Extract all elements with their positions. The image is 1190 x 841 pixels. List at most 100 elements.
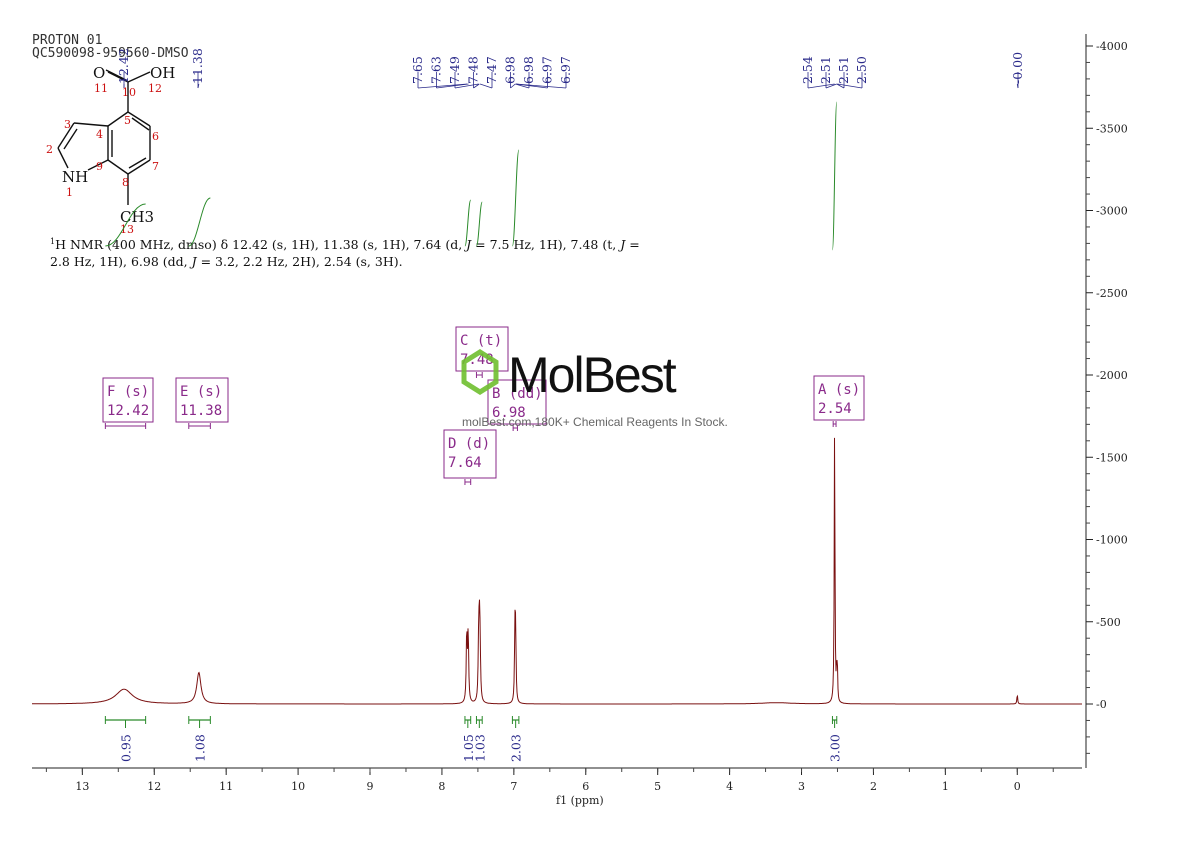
integral-value: 2.03	[509, 734, 524, 762]
nmr-description-line-1: 1H NMR (400 MHz, dmso) δ 12.42 (s, 1H), …	[50, 237, 640, 252]
peak-label-connector	[436, 83, 469, 89]
peak-label: 7.63	[429, 56, 444, 84]
x-tick-label: 9	[367, 780, 374, 793]
integral-value: 1.05	[461, 734, 476, 762]
nmr-description-line-2: 2.8 Hz, 1H), 6.98 (dd, J = 3.2, 2.2 Hz, …	[50, 254, 403, 269]
atom-number: 5	[124, 114, 131, 127]
atom-number: 10	[122, 86, 136, 99]
x-tick-label: 8	[438, 780, 445, 793]
nmr-text-part: 2.8 Hz, 1H), 6.98 (dd,	[50, 254, 192, 269]
atom-number: 2	[46, 143, 53, 156]
multiplet-id: D (d)	[448, 436, 490, 452]
integral-curve	[464, 199, 472, 247]
x-tick-label: 11	[219, 780, 233, 793]
multiplet-id: C (t)	[460, 333, 502, 349]
peak-label-connector	[479, 83, 493, 89]
atom-number: 1	[66, 186, 73, 199]
peak-label-connector	[807, 83, 835, 89]
nmr-text-part: = 7.5 Hz, 1H), 7.48 (t,	[471, 237, 620, 252]
x-tick-label: 0	[1014, 780, 1021, 793]
peak-label-connector	[515, 83, 567, 89]
y-tick-label: -500	[1096, 616, 1121, 629]
multiplet-shift: 11.38	[180, 403, 222, 419]
nmr-text-part: J	[189, 254, 198, 269]
y-tick-label: -1000	[1096, 534, 1128, 547]
atom-number: 6	[152, 130, 159, 143]
multiplet-id: B (dd)	[492, 386, 543, 402]
atom-label-ch3: CH3	[120, 208, 154, 226]
peak-label: 2.51	[836, 56, 851, 84]
spectrum-line	[32, 437, 1082, 705]
multiplet-id: E (s)	[180, 384, 222, 400]
x-tick-label: 2	[870, 780, 877, 793]
atom-label-oh: OH	[150, 64, 175, 82]
nmr-text-part: J	[463, 237, 472, 252]
multiplet-shift: 2.54	[818, 401, 852, 417]
x-tick-label: 10	[291, 780, 305, 793]
chemical-structure: O OH NH CH3 1 2 3 4 5 6 7 8 9 10 11 12 1…	[46, 64, 175, 236]
x-tick-label: 4	[726, 780, 733, 793]
multiplet-boxes: F (s)12.42E (s)11.38C (t)7.48B (dd)6.98D…	[102, 326, 865, 485]
y-tick-label: -4000	[1096, 40, 1128, 53]
sample-id: QC590098-959560-DMSO	[32, 46, 189, 61]
peak-label-connector	[197, 83, 200, 89]
axes: f1 (ppm) 13 12 11 10 9 8 7 6 5 4 3 2 1 0-4000-3500-30…	[32, 34, 1128, 807]
peak-label-connector	[515, 83, 530, 89]
atom-number: 13	[120, 223, 134, 236]
peak-label: 11.38	[190, 48, 205, 84]
peak-label: -0.00	[1010, 52, 1025, 84]
peak-label-connector	[473, 83, 480, 89]
integral-value: 1.03	[472, 734, 487, 762]
multiplet-id: A (s)	[818, 382, 860, 398]
multiplet-id: F (s)	[107, 384, 149, 400]
peak-label: 6.98	[521, 56, 536, 84]
brand-hexagon-icon	[461, 349, 499, 395]
x-tick-label: 6	[582, 780, 589, 793]
integral-curve	[831, 101, 838, 251]
peak-label: 7.49	[447, 56, 462, 84]
watermark: MolBest molBest.com,180K+ Chemical Reage…	[461, 347, 728, 429]
integral-value: 1.08	[193, 734, 208, 762]
peak-labels: 12.42 11.38 7.65 7.63 7.49 7.48 7.47 6.98 6.98 6.…	[116, 48, 1025, 89]
multiplet-box	[102, 377, 154, 423]
peak-label: 7.47	[484, 56, 499, 84]
atom-number: 8	[122, 176, 129, 189]
peak-label-connector	[837, 83, 863, 89]
atom-number: 12	[148, 82, 162, 95]
peak-label: 2.51	[818, 56, 833, 84]
integrals: 0.95 1.08 1.051.03 2.03 3.00	[104, 716, 843, 762]
experiment-title: PROTON 01	[32, 33, 102, 48]
atom-number: 4	[96, 128, 103, 141]
y-tick-label: -2000	[1096, 369, 1128, 382]
nmr-text-part: = 3.2, 2.2 Hz, 2H), 2.54 (s, 3H).	[197, 254, 403, 269]
peak-label: 6.98	[503, 56, 518, 84]
atom-number: 3	[64, 118, 71, 131]
peak-label-connector	[825, 83, 837, 89]
x-tick-label: 12	[147, 780, 161, 793]
y-tick-label: -1500	[1096, 451, 1128, 464]
y-tick-label: -0	[1096, 698, 1107, 711]
nmr-text-part: H NMR (400 MHz, dmso) δ 12.42 (s, 1H), 1…	[55, 237, 466, 252]
peak-label: 7.48	[466, 56, 481, 84]
nmr-description: 1H NMR (400 MHz, dmso) δ 12.42 (s, 1H), …	[50, 237, 640, 269]
peak-label: 6.97	[540, 56, 555, 84]
multiplet-box	[443, 429, 497, 479]
peak-label-connector	[510, 83, 516, 89]
multiplet-box	[813, 375, 865, 421]
integral-curves	[105, 101, 838, 251]
atom-number: 11	[94, 82, 108, 95]
multiplet-shift: 7.64	[448, 455, 482, 471]
integral-value: 3.00	[828, 734, 843, 762]
integral-curve	[188, 197, 211, 247]
peak-label: 6.97	[558, 56, 573, 84]
peak-label: 2.54	[800, 56, 815, 84]
peak-label: 2.50	[854, 56, 869, 84]
atom-number: 9	[96, 160, 103, 173]
x-tick-label: 7	[510, 780, 517, 793]
peak-label: 12.42	[116, 48, 131, 84]
watermark-brand: MolBest	[508, 347, 677, 403]
x-tick-label: 3	[798, 780, 805, 793]
peak-label-connector	[836, 83, 845, 89]
x-tick-label: 1	[942, 780, 949, 793]
